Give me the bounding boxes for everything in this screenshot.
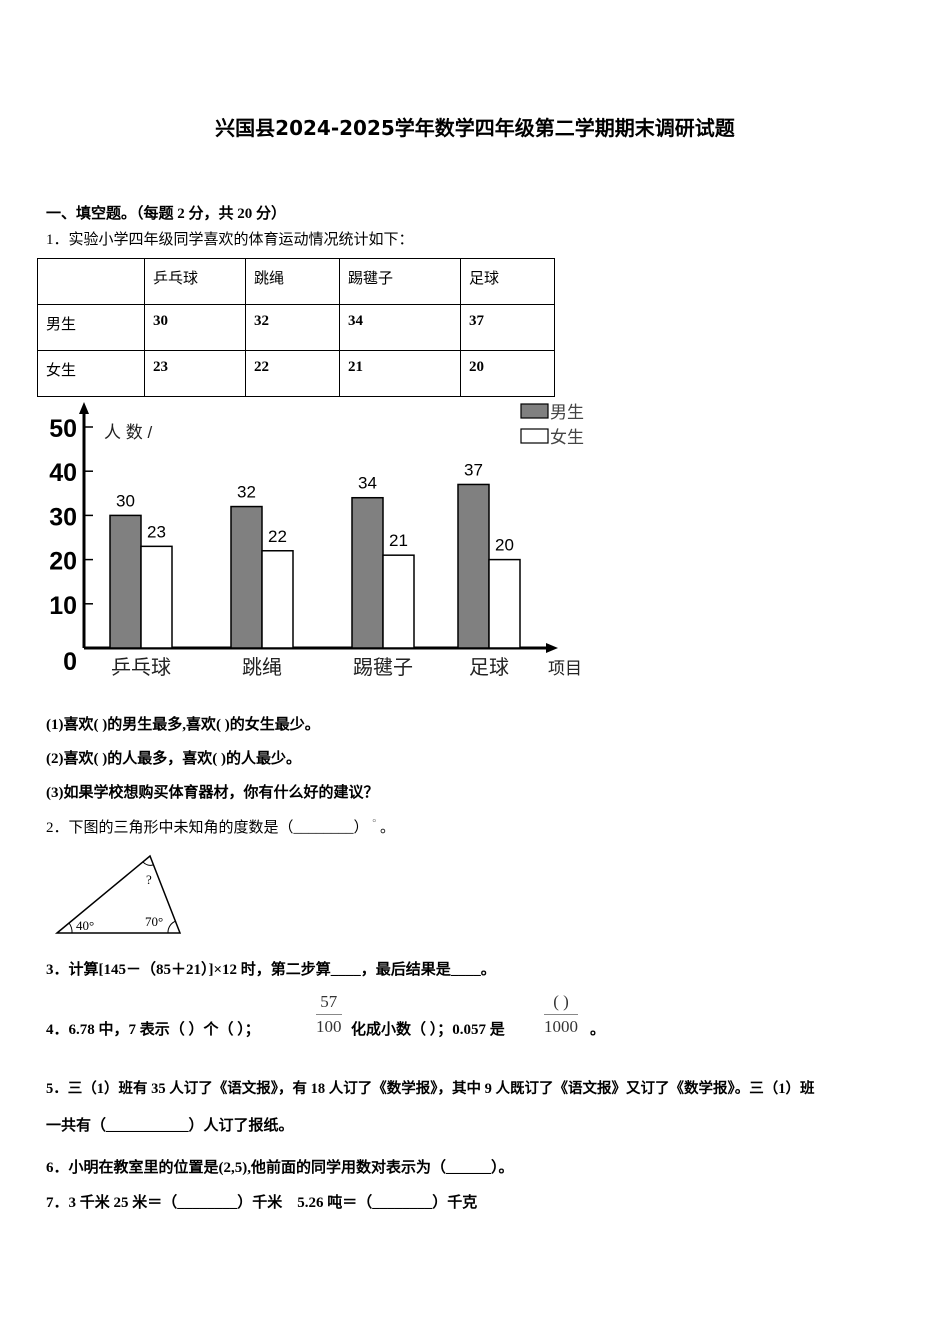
question-2-text: 2．下图的三角形中未知角的度数是（________） <box>46 820 369 836</box>
y-tick-label: 10 <box>49 592 77 620</box>
data-label: 37 <box>464 460 483 479</box>
angle-label: 40° <box>76 918 94 933</box>
numerator: 57 <box>316 992 342 1015</box>
row-label: 男生 <box>37 304 145 351</box>
table-cell: 37 <box>460 304 555 351</box>
bar-boys <box>351 496 384 649</box>
question-1-part-2: (2)喜欢( )的人最多，喜欢( )的人最少。 <box>46 751 301 767</box>
category-label: 足球 <box>469 656 509 679</box>
table-cell: 20 <box>460 350 555 397</box>
question-5-line-1: 5．三（1）班有 35 人订了《语文报》，有 18 人订了《数学报》，其中 9 … <box>46 1081 815 1097</box>
table-cell: 22 <box>245 350 340 397</box>
table-cell: 21 <box>339 350 461 397</box>
bar-girls <box>261 550 294 649</box>
bar-girls <box>140 545 173 649</box>
x-axis-label: 项目 <box>548 659 582 678</box>
table-header: 足球 <box>460 258 555 305</box>
data-label: 21 <box>389 531 408 550</box>
angle-arc <box>142 861 154 866</box>
category-label: 踢毽子 <box>353 656 413 679</box>
table-cell: 34 <box>339 304 461 351</box>
denominator: 1000 <box>544 1017 578 1036</box>
y-axis-label: 人 数 / <box>104 423 152 442</box>
data-label: 22 <box>268 527 287 546</box>
data-label: 20 <box>495 536 514 555</box>
question-6: 6．小明在教室里的位置是(2,5),他前面的同学用数对表示为（______）。 <box>46 1160 514 1176</box>
bar-chart: 0 10 20 30 40 50 人 数 / 项目 30 23 乒乓球 32 22 跳绳 34 21 踢毽子 37… <box>49 402 584 679</box>
category-label: 跳绳 <box>242 656 282 679</box>
unknown-angle-label: ? <box>146 872 152 887</box>
bar-girls <box>488 558 521 649</box>
denominator: 100 <box>316 1017 342 1036</box>
question-1: 1．实验小学四年级同学喜欢的体育运动情况统计如下： <box>46 232 414 248</box>
triangle-figure: 40° 70° ? <box>54 854 182 934</box>
data-label: 23 <box>147 522 166 541</box>
question-4-end: 。 <box>590 1022 606 1038</box>
stats-table: 乒乓球 跳绳 踢毽子 足球 男生 30 32 34 37 女生 23 22 21… <box>37 258 555 397</box>
y-tick-label: 40 <box>49 459 77 487</box>
table-header: 跳绳 <box>245 258 340 305</box>
angle-arc <box>68 922 73 934</box>
question-2-end: 。 <box>380 820 396 836</box>
bar-girls <box>382 554 415 649</box>
table-header <box>37 258 145 305</box>
legend-swatch <box>520 428 549 444</box>
table-row: 男生 30 32 34 37 <box>37 304 555 351</box>
table-cell: 30 <box>144 304 246 351</box>
degree-sign: ° <box>372 818 377 829</box>
legend-label: 男生 <box>550 403 584 422</box>
question-7: 7．3 千米 25 米＝（________）千米 5.26 吨＝（_______… <box>46 1195 478 1211</box>
y-tick-label: 50 <box>49 415 77 443</box>
y-tick-label: 0 <box>63 648 77 676</box>
data-label: 34 <box>358 474 377 493</box>
section-heading: 一、填空题。（每题 2 分，共 20 分） <box>46 206 287 222</box>
question-3: 3．计算[145－（85＋21）]×12 时，第二步算____，最后结果是___… <box>46 962 496 978</box>
bar-boys <box>109 514 142 649</box>
category-label: 乒乓球 <box>111 656 171 679</box>
y-axis-arrow <box>79 402 89 414</box>
question-1-part-1: (1)喜欢( )的男生最多,喜欢( )的女生最少。 <box>46 717 320 733</box>
y-tick-label: 20 <box>49 548 77 576</box>
legend-swatch <box>520 403 549 419</box>
bar-boys <box>457 483 490 649</box>
angle-label: 70° <box>145 914 163 929</box>
legend-label: 女生 <box>550 428 584 447</box>
question-5-line-2: 一共有（___________）人订了报纸。 <box>46 1118 294 1134</box>
table-header-row: 乒乓球 跳绳 踢毽子 足球 <box>37 258 555 305</box>
fraction-blank-1000: ( ) 1000 <box>544 992 578 1037</box>
table-row: 女生 23 22 21 20 <box>37 350 555 397</box>
table-cell: 23 <box>144 350 246 397</box>
y-tick-label: 30 <box>49 503 77 531</box>
fraction-57-100: 57 100 <box>316 992 342 1037</box>
data-label: 32 <box>237 483 256 502</box>
question-4-part-b: 化成小数（ ）；0.057 是 <box>351 1022 505 1038</box>
triangle-shape <box>54 854 182 934</box>
x-axis-arrow <box>546 643 558 653</box>
bar-boys <box>230 505 263 649</box>
question-1-part-3: (3)如果学校想购买体育器材，你有什么好的建议？ <box>46 785 379 801</box>
question-2: 2．下图的三角形中未知角的度数是（________） ° 。 <box>46 816 395 837</box>
table-cell: 32 <box>245 304 340 351</box>
data-label: 30 <box>116 491 135 510</box>
numerator: ( ) <box>544 992 578 1015</box>
page-title: 兴国县2024-2025学年数学四年级第二学期期末调研试题 <box>215 116 735 140</box>
table-header: 乒乓球 <box>144 258 246 305</box>
question-4-part-a: 4．6.78 中，7 表示（ ）个（ ）； <box>46 1022 260 1038</box>
angle-arc <box>167 920 177 934</box>
table-header: 踢毽子 <box>339 258 461 305</box>
row-label: 女生 <box>37 350 145 397</box>
